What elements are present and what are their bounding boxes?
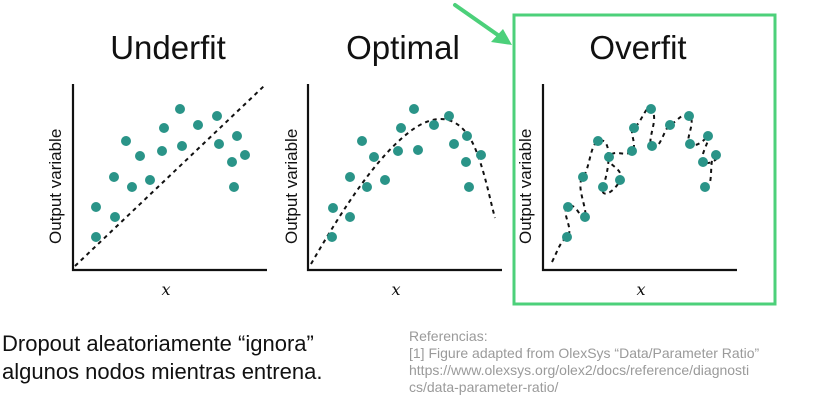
overfit-y-label: Output variable: [516, 128, 535, 244]
underfit-data-point: [229, 182, 239, 192]
overfit-data-point: [604, 152, 614, 162]
optimal-data-point: [345, 172, 355, 182]
optimal-data-point: [461, 157, 471, 167]
optimal-data-point: [444, 111, 454, 121]
overfit-axes: [541, 84, 737, 272]
underfit-data-point: [227, 157, 237, 167]
underfit-fit-line: [74, 85, 265, 267]
highlight-arrow-head: [491, 29, 512, 45]
reference-line-2[interactable]: https://www.olexsys.org/olex2/docs/refer…: [409, 362, 750, 378]
underfit-data-point: [214, 139, 224, 149]
optimal-data-point: [328, 203, 338, 213]
underfit-y-label: Output variable: [46, 128, 65, 244]
underfit-data-point: [145, 175, 155, 185]
overfit-data-point: [627, 146, 637, 156]
highlight-arrow-shaft: [453, 3, 507, 42]
underfit-data-point: [157, 146, 167, 156]
optimal-x-label: x: [391, 280, 401, 299]
overfit-data-point: [646, 104, 656, 114]
overfit-data-point: [700, 182, 710, 192]
underfit-title: Underfit: [110, 29, 226, 66]
overfit-data-point: [703, 131, 713, 141]
optimal-data-point: [449, 139, 459, 149]
underfit-data-point: [159, 123, 169, 133]
optimal-data-point: [413, 145, 423, 155]
overfit-data-point: [629, 123, 639, 133]
overfit-data-point: [562, 232, 572, 242]
underfit-data-point: [91, 232, 101, 242]
optimal-data-point: [327, 232, 337, 242]
underfit-data-point: [240, 150, 250, 160]
underfit-data-point: [212, 111, 222, 121]
overfit-data-point: [598, 182, 608, 192]
optimal-data-point: [369, 152, 379, 162]
optimal-data-point: [357, 136, 367, 146]
references-heading: Referencias:: [409, 328, 488, 344]
underfit-data-point: [121, 136, 131, 146]
underfit-data-point: [232, 131, 242, 141]
optimal-data-point: [380, 175, 390, 185]
optimal-data-point: [345, 212, 355, 222]
optimal-title: Optimal: [346, 29, 460, 66]
overfit-data-point: [647, 141, 657, 151]
underfit-data-point: [127, 182, 137, 192]
underfit-data-point: [135, 151, 145, 161]
overfit-data-point: [698, 157, 708, 167]
overfit-data-point: [578, 172, 588, 182]
overfit-data-point: [580, 212, 590, 222]
overfit-data-point: [563, 202, 573, 212]
underfit-data-point: [109, 172, 119, 182]
optimal-data-point: [464, 182, 474, 192]
optimal-fit-curve: [310, 118, 496, 265]
caption-line-2: algunos nodos mientras entrena.: [2, 359, 323, 384]
optimal-data-point: [409, 104, 419, 114]
underfit-data-point: [91, 202, 101, 212]
underfit-data-point: [177, 141, 187, 151]
references: Referencias: [1] Figure adapted from Ole…: [409, 328, 829, 396]
overfit-data-point: [711, 150, 721, 160]
points-layer: [91, 104, 721, 242]
overfit-data-point: [593, 136, 603, 146]
caption: Dropout aleatoriamente “ignora” algunos …: [2, 330, 392, 386]
underfit-axes: [71, 84, 267, 272]
overfit-data-point: [665, 120, 675, 130]
optimal-axes: [306, 84, 502, 272]
underfit-data-point: [175, 104, 185, 114]
optimal-data-point: [429, 120, 439, 130]
optimal-data-point: [476, 150, 486, 160]
optimal-data-point: [393, 146, 403, 156]
reference-line-3[interactable]: cs/data-parameter-ratio/: [409, 379, 559, 395]
overfit-title: Overfit: [589, 29, 687, 66]
optimal-data-point: [462, 131, 472, 141]
optimal-data-point: [362, 182, 372, 192]
caption-line-1: Dropout aleatoriamente “ignora”: [2, 331, 314, 356]
optimal-y-label: Output variable: [282, 128, 301, 244]
underfit-x-label: x: [161, 280, 171, 299]
reference-line-1: [1] Figure adapted from OlexSys “Data/Pa…: [409, 345, 760, 361]
optimal-data-point: [396, 123, 406, 133]
overfit-data-point: [684, 111, 694, 121]
overfit-data-point: [685, 139, 695, 149]
overfit-highlight-box: [512, 13, 777, 306]
overfit-fit-curve: [551, 107, 719, 263]
underfit-data-point: [110, 212, 120, 222]
underfit-data-point: [193, 120, 203, 130]
overfit-x-label: x: [636, 280, 646, 299]
overfit-data-point: [615, 175, 625, 185]
